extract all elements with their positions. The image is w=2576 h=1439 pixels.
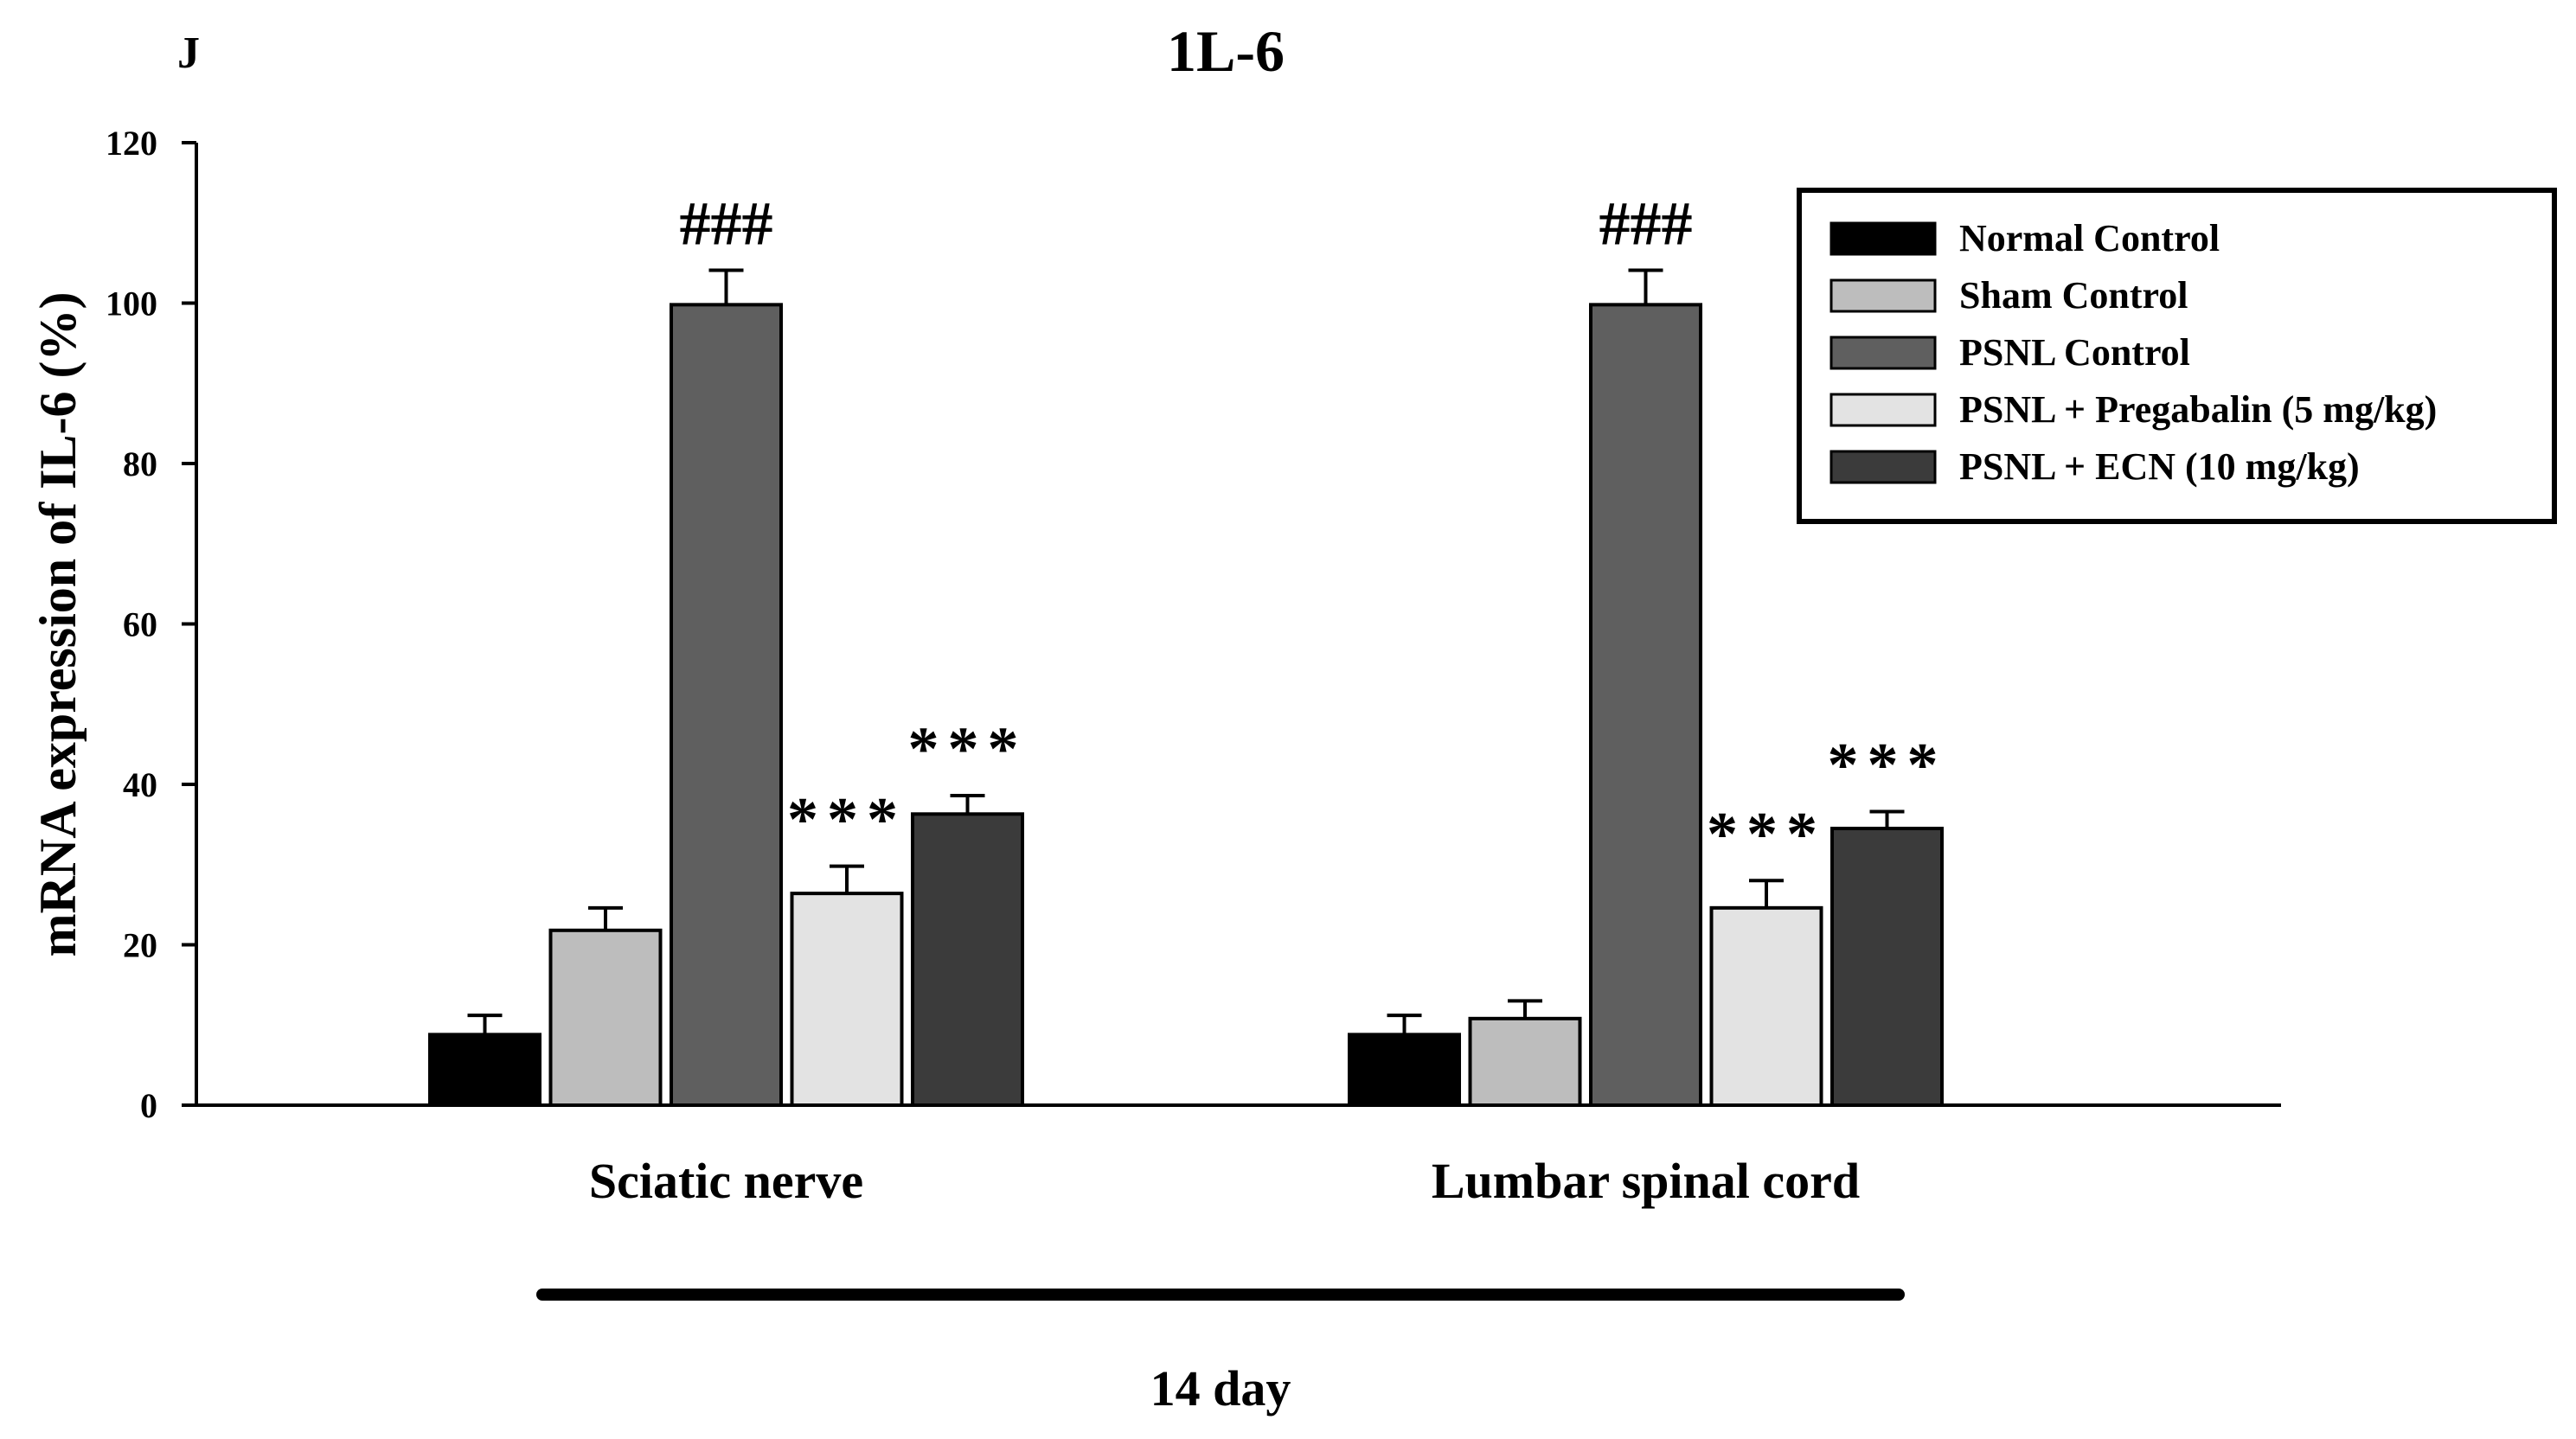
- category-labels: Sciatic nerve Lumbar spinal cord: [589, 1153, 1860, 1209]
- y-tick-label: 80: [123, 444, 157, 483]
- y-tick-label: 100: [106, 285, 157, 323]
- legend-swatch: [1829, 393, 1937, 427]
- significance-label: ***: [1828, 731, 1947, 800]
- y-tick-label: 20: [123, 926, 157, 965]
- legend-label: Sham Control: [1959, 274, 2188, 317]
- bar: [670, 303, 783, 1108]
- bar: [1589, 303, 1702, 1108]
- y-axis-ticks: 0 20 40 60 80 100 120: [106, 124, 196, 1125]
- legend-items: Normal Control Sham Control PSNL Control PS…: [1829, 217, 2437, 488]
- y-axis-label: mRNA expression of IL-6 (%): [29, 292, 87, 957]
- bar: [548, 928, 663, 1108]
- bar: [911, 812, 1024, 1107]
- legend-label: Normal Control: [1959, 217, 2220, 259]
- legend-swatch: [1829, 221, 1937, 256]
- bar-groups: ###******###******: [428, 189, 1947, 1108]
- bar: [1468, 1016, 1582, 1107]
- bar: [1709, 905, 1823, 1107]
- legend-label: PSNL + ECN (10 mg/kg): [1959, 445, 2360, 488]
- y-tick-label: 40: [123, 765, 157, 804]
- significance-label: ***: [787, 785, 907, 854]
- category-label: Lumbar spinal cord: [1432, 1153, 1860, 1209]
- bar: [1348, 1033, 1461, 1108]
- y-tick-label: 120: [106, 124, 157, 163]
- legend: Normal Control Sham Control PSNL Control PS…: [1797, 188, 2557, 524]
- bar: [790, 892, 904, 1108]
- category-label: Sciatic nerve: [589, 1153, 863, 1209]
- legend-swatch: [1829, 450, 1937, 484]
- panel-label: J: [177, 29, 200, 78]
- significance-label: ***: [908, 714, 1028, 783]
- y-tick-label: 0: [140, 1086, 157, 1125]
- bar: [1830, 827, 1944, 1107]
- legend-swatch: [1829, 278, 1937, 313]
- y-tick-label: 60: [123, 605, 157, 644]
- significance-label: ***: [1707, 799, 1826, 868]
- timepoint-label: 14 day: [1150, 1360, 1291, 1417]
- bar: [428, 1033, 541, 1108]
- legend-swatch: [1829, 336, 1937, 370]
- significance-label: ###: [680, 189, 773, 258]
- chart-title: 1L-6: [1167, 18, 1285, 84]
- significance-label: ###: [1599, 189, 1693, 258]
- legend-label: PSNL Control: [1959, 331, 2190, 374]
- legend-label: PSNL + Pregabalin (5 mg/kg): [1959, 388, 2437, 431]
